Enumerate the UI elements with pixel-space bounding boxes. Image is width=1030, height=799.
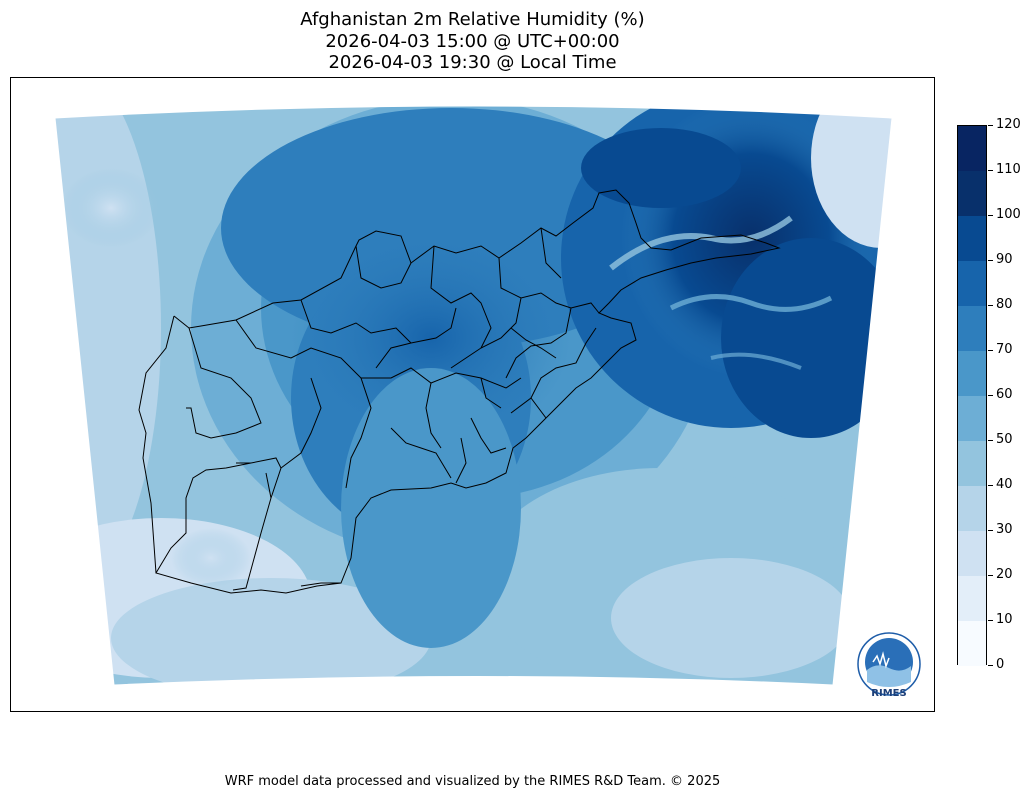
map-title-line2: 2026-04-03 15:00 @ UTC+00:00 xyxy=(325,31,620,52)
colorbar-tick xyxy=(988,485,993,486)
colorbar-tick xyxy=(988,575,993,576)
colorbar-tick-label: 30 xyxy=(996,522,1013,537)
colorbar-tick xyxy=(988,305,993,306)
colorbar-tick xyxy=(988,620,993,621)
colorbar-tick xyxy=(988,395,993,396)
colorbar-tick xyxy=(988,260,993,261)
colorbar-tick xyxy=(988,170,993,171)
colorbar xyxy=(957,125,987,666)
colorbar-segment xyxy=(958,621,986,666)
colorbar-tick-label: 90 xyxy=(996,252,1013,267)
humidity-map xyxy=(10,77,935,712)
colorbar-tick xyxy=(988,125,993,126)
colorbar-segment xyxy=(958,126,986,171)
colorbar-segment xyxy=(958,531,986,576)
colorbar-segment xyxy=(958,216,986,261)
colorbar-segment xyxy=(958,171,986,216)
colorbar-segment xyxy=(958,351,986,396)
colorbar-tick xyxy=(988,665,993,666)
colorbar-segment xyxy=(958,306,986,351)
colorbar-tick-label: 50 xyxy=(996,432,1013,447)
map-canvas xyxy=(54,105,893,686)
colorbar-segment xyxy=(958,396,986,441)
colorbar-tick-label: 120 xyxy=(996,117,1021,132)
footer-credit: WRF model data processed and visualized … xyxy=(224,774,721,789)
colorbar-segment xyxy=(958,261,986,306)
colorbar-tick xyxy=(988,440,993,441)
colorbar-tick-label: 60 xyxy=(996,387,1013,402)
map-title-line1: Afghanistan 2m Relative Humidity (%) xyxy=(300,9,645,30)
colorbar-tick-label: 0 xyxy=(996,657,1005,672)
afghanistan-boundaries xyxy=(138,189,781,594)
colorbar-segment xyxy=(958,486,986,531)
colorbar-segment xyxy=(958,441,986,486)
colorbar-tick xyxy=(988,215,993,216)
colorbar-segment xyxy=(958,576,986,621)
map-title-line3: 2026-04-03 19:30 @ Local Time xyxy=(328,52,617,73)
colorbar-tick xyxy=(988,530,993,531)
colorbar-tick-label: 10 xyxy=(996,612,1013,627)
humidity-field xyxy=(55,106,892,685)
rimes-logo: RIMES xyxy=(855,632,923,700)
colorbar-tick-label: 40 xyxy=(996,477,1013,492)
colorbar-tick-label: 20 xyxy=(996,567,1013,582)
colorbar-tick-label: 80 xyxy=(996,297,1013,312)
colorbar-tick-label: 100 xyxy=(996,207,1021,222)
colorbar-tick-label: 70 xyxy=(996,342,1013,357)
colorbar-tick-label: 110 xyxy=(996,162,1021,177)
logo-text: RIMES xyxy=(871,688,906,699)
colorbar-tick xyxy=(988,350,993,351)
